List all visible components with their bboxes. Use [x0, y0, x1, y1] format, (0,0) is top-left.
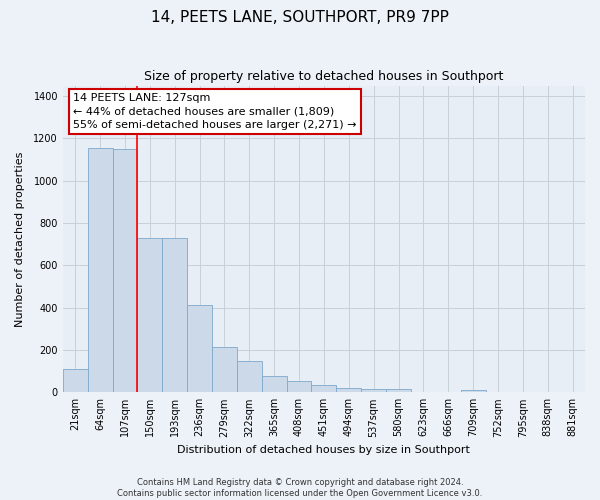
Text: 14 PEETS LANE: 127sqm
← 44% of detached houses are smaller (1,809)
55% of semi-d: 14 PEETS LANE: 127sqm ← 44% of detached …: [73, 93, 357, 130]
Bar: [237, 360, 262, 392]
Y-axis label: Number of detached properties: Number of detached properties: [15, 151, 25, 326]
Text: Contains HM Land Registry data © Crown copyright and database right 2024.
Contai: Contains HM Land Registry data © Crown c…: [118, 478, 482, 498]
Bar: [337, 388, 361, 392]
Bar: [137, 238, 162, 392]
X-axis label: Distribution of detached houses by size in Southport: Distribution of detached houses by size …: [178, 445, 470, 455]
Bar: [88, 148, 113, 392]
Bar: [262, 376, 287, 392]
Text: 14, PEETS LANE, SOUTHPORT, PR9 7PP: 14, PEETS LANE, SOUTHPORT, PR9 7PP: [151, 10, 449, 25]
Bar: [63, 369, 88, 392]
Bar: [212, 347, 237, 393]
Bar: [461, 390, 485, 392]
Bar: [287, 380, 311, 392]
Title: Size of property relative to detached houses in Southport: Size of property relative to detached ho…: [144, 70, 503, 83]
Bar: [162, 238, 187, 392]
Bar: [386, 389, 411, 392]
Bar: [311, 385, 337, 392]
Bar: [113, 149, 137, 392]
Bar: [187, 304, 212, 392]
Bar: [361, 389, 386, 392]
